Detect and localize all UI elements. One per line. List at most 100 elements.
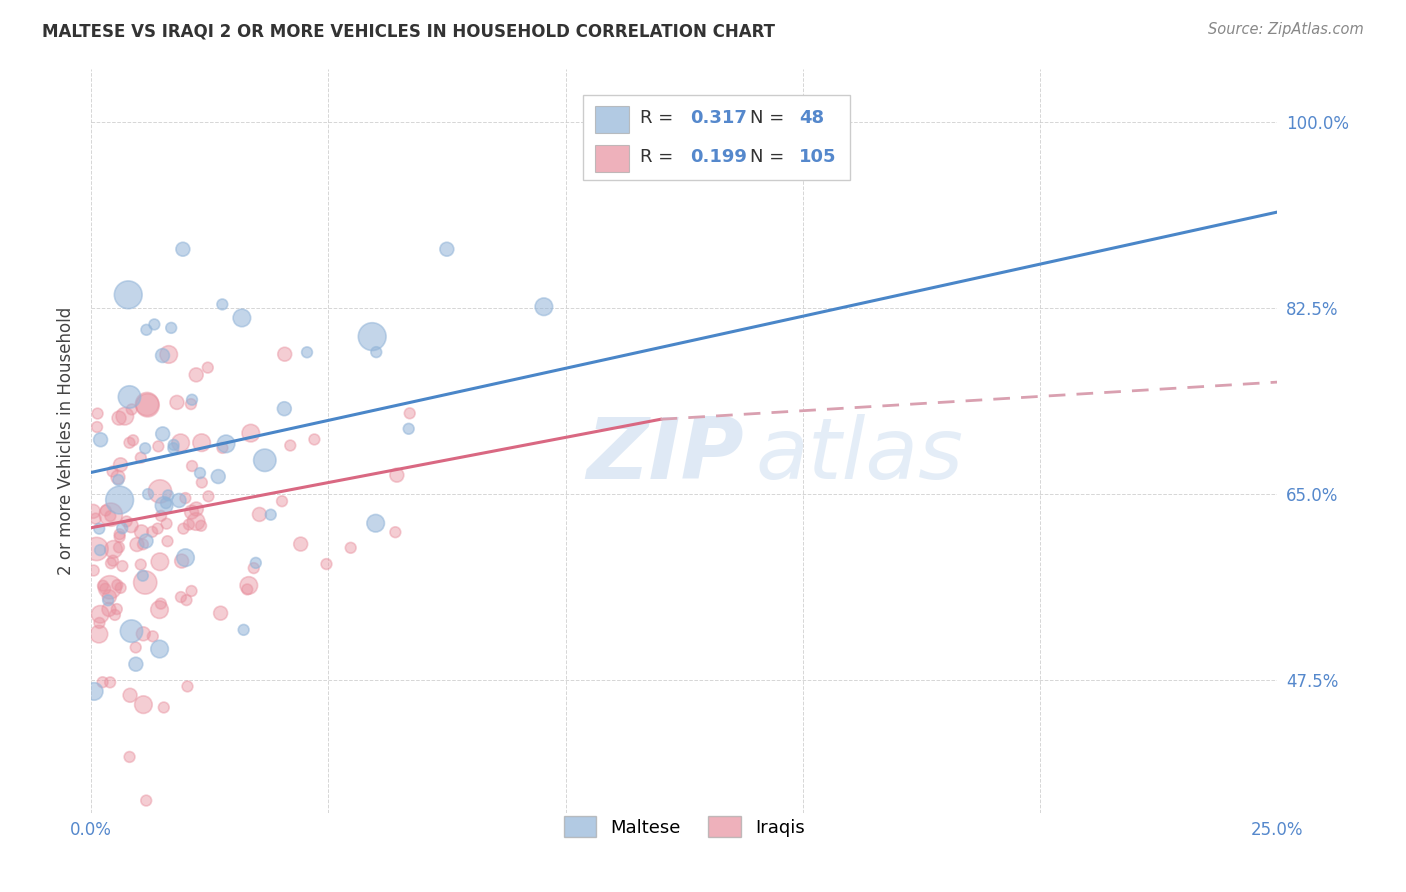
Point (83, 564, 105, 578)
Point (100, 508, 122, 522)
Point (211, 441, 233, 455)
Point (86, 541, 108, 556)
Point (273, 401, 295, 416)
Point (180, 505, 202, 519)
Point (129, 558, 152, 572)
Text: MALTESE VS IRAQI 2 OR MORE VEHICLES IN HOUSEHOLD CORRELATION CHART: MALTESE VS IRAQI 2 OR MORE VEHICLES IN H… (42, 22, 775, 40)
Point (364, 516, 387, 531)
Point (101, 554, 124, 568)
Point (135, 323, 157, 337)
Point (136, 398, 159, 412)
Text: Source: ZipAtlas.com: Source: ZipAtlas.com (1208, 22, 1364, 37)
Point (98, 509, 121, 524)
Point (91, 675, 114, 690)
Point (150, 508, 173, 523)
Point (94, 503, 117, 517)
Point (177, 517, 200, 532)
Point (174, 550, 197, 565)
Point (239, 426, 262, 441)
Point (278, 438, 301, 452)
Point (155, 496, 177, 510)
Point (249, 508, 271, 522)
Point (103, 542, 125, 557)
Point (132, 537, 155, 551)
Point (131, 524, 153, 539)
Point (167, 493, 190, 508)
Point (120, 688, 142, 702)
Point (172, 522, 194, 536)
Point (238, 578, 260, 592)
Point (105, 578, 128, 592)
Point (245, 556, 267, 570)
Point (143, 318, 166, 332)
Point (315, 557, 337, 571)
Point (157, 488, 180, 502)
Point (105, 602, 128, 616)
Point (361, 329, 384, 343)
Point (84, 511, 107, 525)
Point (188, 466, 211, 480)
Point (89, 615, 111, 630)
Text: ZIP: ZIP (586, 414, 744, 497)
Point (149, 555, 172, 569)
Point (114, 409, 136, 424)
Point (176, 680, 198, 694)
Point (384, 525, 406, 540)
Point (152, 349, 174, 363)
Point (169, 435, 191, 450)
Point (89, 522, 111, 536)
Point (260, 508, 283, 522)
Point (191, 475, 214, 490)
Point (98, 675, 121, 690)
Point (155, 516, 177, 531)
Point (125, 657, 148, 672)
Point (86, 407, 108, 421)
Point (107, 470, 129, 484)
Point (104, 607, 127, 622)
Point (97, 593, 120, 607)
Point (132, 568, 155, 582)
Point (148, 602, 170, 616)
Point (90, 433, 112, 447)
Point (149, 642, 172, 657)
Point (118, 390, 141, 404)
Text: 48: 48 (800, 110, 824, 128)
Point (87, 627, 110, 641)
Point (148, 439, 170, 453)
Text: atlas: atlas (755, 414, 963, 497)
Point (232, 623, 254, 637)
Point (134, 442, 156, 456)
Point (110, 458, 132, 472)
Text: R =: R = (640, 110, 679, 128)
Point (118, 435, 141, 450)
Point (149, 484, 172, 499)
Point (91, 579, 114, 593)
Point (170, 554, 193, 568)
Point (339, 541, 361, 555)
Point (197, 489, 219, 503)
Point (108, 530, 131, 544)
Point (100, 556, 122, 570)
Point (89, 607, 111, 622)
Point (162, 441, 184, 455)
Point (122, 434, 145, 448)
Point (304, 433, 326, 447)
Point (211, 297, 233, 311)
Point (242, 561, 264, 575)
Text: N =: N = (749, 148, 790, 166)
Point (174, 491, 197, 505)
Point (176, 593, 198, 607)
Point (94, 582, 117, 596)
Point (86, 420, 108, 434)
Point (215, 437, 238, 451)
Point (132, 698, 155, 712)
Point (108, 541, 131, 555)
Text: 0.317: 0.317 (690, 110, 747, 128)
Point (146, 522, 169, 536)
Point (385, 468, 408, 483)
Point (295, 345, 318, 359)
Point (166, 395, 188, 409)
Point (135, 793, 157, 807)
Point (117, 288, 139, 302)
Point (181, 458, 204, 473)
